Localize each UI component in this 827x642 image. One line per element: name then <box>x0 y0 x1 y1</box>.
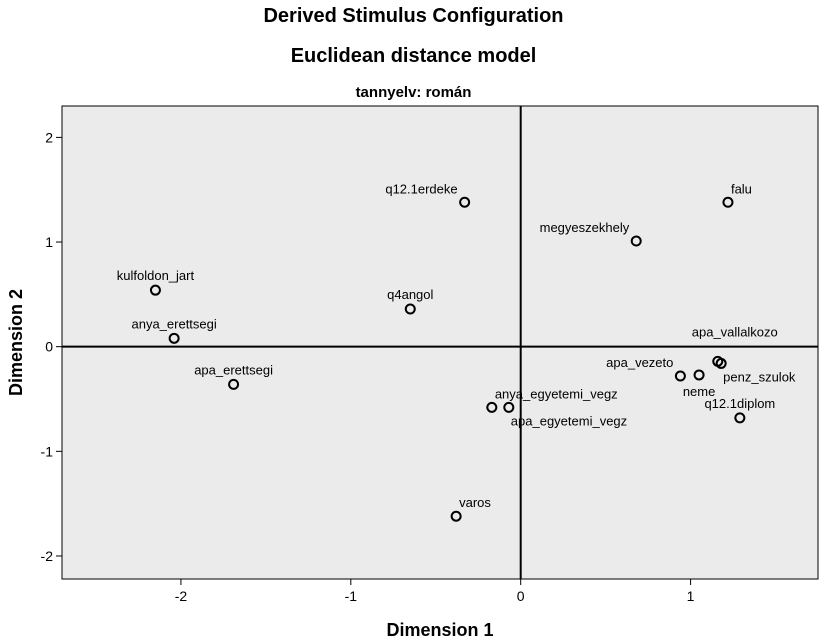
point-label: apa_vallalkozo <box>692 324 778 339</box>
scatter-point <box>404 303 416 315</box>
point-label: varos <box>459 495 491 510</box>
reference-lines <box>62 106 818 579</box>
plot-area <box>61 105 819 580</box>
scatter-point <box>168 332 180 344</box>
scatter-point <box>459 196 471 208</box>
y-axis: -2 -1 0 1 2 <box>41 129 62 564</box>
x-axis: -2 -1 0 1 <box>175 579 695 604</box>
panel-title: tannyelv: román <box>355 84 472 101</box>
scatter-point <box>149 284 161 296</box>
point-label: penz_szulok <box>723 369 796 384</box>
y-tick-label: 1 <box>45 234 53 250</box>
scatter-point <box>630 235 642 247</box>
x-tick-label: -1 <box>345 588 358 604</box>
chart-subtitle: Euclidean distance model <box>290 45 537 67</box>
point-label: falu <box>731 181 752 196</box>
scatter-point <box>228 378 240 390</box>
scatter-point <box>693 369 705 381</box>
scatter-point <box>674 370 686 382</box>
scatter-point <box>715 357 727 369</box>
point-label: q4angol <box>387 287 433 302</box>
x-tick-label: 0 <box>517 588 525 604</box>
data-points: q12.1erdeke falu megyeszekhely kulfoldon_ja… <box>117 181 796 522</box>
scatter-point <box>734 412 746 424</box>
point-label: apa_erettsegi <box>194 362 273 377</box>
x-axis-title: Dimension 1 <box>386 620 493 640</box>
x-tick-label: -2 <box>175 588 188 604</box>
point-label: apa_egyetemi_vegz <box>511 413 627 428</box>
scatter-point <box>450 510 462 522</box>
chart-title: Derived Stimulus Configuration <box>263 5 564 27</box>
scatter-point <box>486 401 498 413</box>
y-tick-label: 2 <box>45 129 53 145</box>
y-axis-title: Dimension 2 <box>6 289 26 396</box>
point-label: q12.1diplom <box>704 396 775 411</box>
scatter-point <box>722 196 734 208</box>
y-tick-label: -2 <box>41 548 54 564</box>
point-label: anya_erettsegi <box>131 316 216 331</box>
scatter-point <box>503 401 515 413</box>
point-label: q12.1erdeke <box>385 181 457 196</box>
point-label: apa_vezeto <box>606 355 673 370</box>
x-tick-label: 1 <box>687 588 695 604</box>
point-label: anya_egyetemi_vegz <box>495 386 618 401</box>
y-tick-label: -1 <box>41 443 54 459</box>
point-label: neme <box>683 384 716 399</box>
y-tick-label: 0 <box>45 339 53 355</box>
point-label: kulfoldon_jart <box>117 268 195 283</box>
point-label: megyeszekhely <box>540 220 630 235</box>
